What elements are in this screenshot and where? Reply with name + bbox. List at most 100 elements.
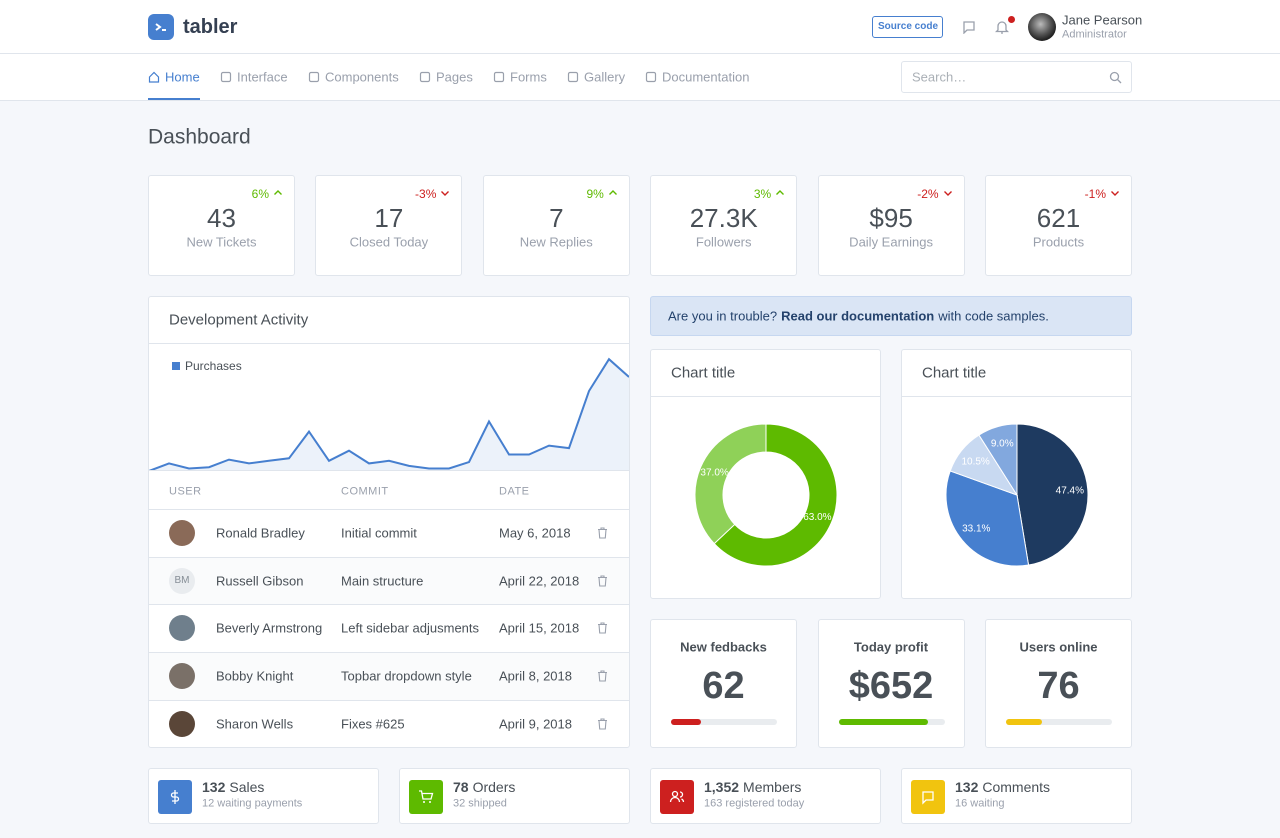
delete-icon[interactable] bbox=[597, 670, 608, 682]
stat-card bbox=[985, 175, 1132, 276]
commit-message: Topbar dropdown style bbox=[341, 668, 472, 684]
line bbox=[149, 357, 629, 471]
summary-icon-bg bbox=[409, 780, 443, 814]
summary-icon bbox=[922, 791, 934, 805]
nav-active-underline bbox=[148, 98, 200, 100]
icon-part bbox=[155, 23, 162, 31]
divider bbox=[902, 396, 1131, 397]
trend-chevron bbox=[608, 190, 617, 195]
commit-date: April 8, 2018 bbox=[499, 668, 572, 684]
header-bar bbox=[0, 0, 1280, 54]
divider bbox=[149, 470, 629, 471]
user-name: Ronald Bradley bbox=[216, 525, 305, 541]
summary-sub: 32 shipped bbox=[453, 797, 507, 810]
commit-date: April 22, 2018 bbox=[499, 573, 580, 589]
stat-card bbox=[817, 175, 965, 276]
trend-chevron bbox=[776, 190, 785, 195]
user-avatar[interactable] bbox=[1028, 13, 1056, 41]
search-input[interactable]: Search… bbox=[901, 61, 1132, 93]
icon-part bbox=[429, 801, 431, 803]
summary-sub: 12 waiting payments bbox=[202, 797, 303, 810]
icon-part bbox=[1109, 71, 1120, 82]
source-code-button[interactable]: Source code bbox=[872, 16, 943, 38]
icon-part bbox=[493, 71, 505, 83]
stat-label: Daily Earnings bbox=[849, 234, 934, 250]
trend-chevron bbox=[441, 191, 450, 196]
search-icon bbox=[1109, 71, 1122, 84]
summary-label: Orders bbox=[472, 779, 516, 795]
nav-icon bbox=[567, 71, 579, 83]
row-divider bbox=[149, 556, 629, 558]
row-divider bbox=[149, 652, 629, 654]
nav-item[interactable]: Home bbox=[165, 69, 200, 85]
summary-line: 78 Orders bbox=[453, 780, 515, 794]
user-name: Jane Pearson bbox=[1062, 12, 1143, 28]
alert: Are you in trouble? Read our documentatio… bbox=[650, 296, 1132, 336]
row-divider bbox=[149, 509, 629, 510]
stat-change: -2% bbox=[917, 187, 939, 201]
icon-part bbox=[423, 801, 425, 803]
nav-item[interactable]: Gallery bbox=[584, 69, 626, 85]
alert-link[interactable]: Read our documentation bbox=[781, 308, 935, 324]
summary-sub: 163 registered today bbox=[704, 797, 805, 810]
delete-icon[interactable] bbox=[597, 622, 608, 634]
line-chart bbox=[149, 357, 629, 471]
icon-part bbox=[608, 190, 617, 195]
icon-part bbox=[645, 71, 657, 83]
legend-label: Purchases bbox=[185, 359, 242, 373]
nav-item[interactable]: Documentation bbox=[662, 69, 750, 85]
stat-value: 621 bbox=[1036, 203, 1081, 233]
notification-dot bbox=[1008, 16, 1015, 23]
slice-label: 10.5% bbox=[961, 457, 989, 468]
stat-card bbox=[482, 175, 630, 276]
table-header: COMMIT bbox=[341, 485, 389, 498]
slice-label: 47.4% bbox=[1056, 485, 1084, 496]
summary-label: Members bbox=[743, 779, 802, 795]
icon-part bbox=[995, 21, 1009, 33]
summary-label: Sales bbox=[229, 779, 265, 795]
metric-card bbox=[985, 619, 1132, 748]
user-name: Sharon Wells bbox=[216, 716, 294, 732]
icon-part bbox=[1117, 79, 1122, 84]
nav-item[interactable]: Interface bbox=[237, 69, 288, 85]
messages-icon[interactable] bbox=[962, 20, 976, 34]
metric-value: $652 bbox=[848, 665, 934, 707]
summary-count: 132 bbox=[955, 779, 979, 795]
summary-count: 132 bbox=[202, 779, 226, 795]
progress-bar bbox=[1006, 719, 1043, 725]
icon-part bbox=[308, 71, 320, 83]
avatar-initials: BM bbox=[174, 574, 190, 586]
commit-message: Left sidebar adjusments bbox=[341, 620, 480, 636]
nav-item[interactable]: Components bbox=[325, 69, 399, 85]
nav-item[interactable]: Pages bbox=[436, 69, 473, 85]
trend-chevron bbox=[1111, 191, 1119, 196]
pie-slice bbox=[945, 470, 1030, 567]
commit-message: Initial commit bbox=[341, 525, 417, 541]
stat-label: Followers bbox=[695, 234, 752, 250]
alert-after: with code samples. bbox=[938, 308, 1049, 324]
icon-part bbox=[943, 191, 952, 196]
summary-icon-bg bbox=[911, 780, 945, 814]
summary-icon-bg bbox=[660, 780, 694, 814]
source-code-label: Source code bbox=[877, 21, 939, 32]
icon-part bbox=[170, 790, 180, 804]
stat-label: New Tickets bbox=[186, 234, 257, 250]
icon-part bbox=[274, 190, 282, 195]
nav-item[interactable]: Forms bbox=[510, 69, 547, 85]
slice-label: 33.1% bbox=[962, 524, 990, 535]
table-header: DATE bbox=[499, 485, 530, 498]
progress-bar bbox=[671, 719, 701, 725]
user-avatar bbox=[169, 710, 195, 737]
delete-icon[interactable] bbox=[597, 527, 608, 539]
user-name: Russell Gibson bbox=[216, 573, 304, 589]
nav-icon bbox=[220, 71, 232, 83]
user-avatar bbox=[169, 615, 195, 642]
stat-card bbox=[148, 175, 295, 276]
notifications-icon[interactable] bbox=[995, 19, 1009, 35]
user-name: Bobby Knight bbox=[216, 668, 294, 684]
delete-icon[interactable] bbox=[597, 718, 608, 730]
user-name: Beverly Armstrong bbox=[216, 620, 323, 636]
stat-value: 27.3K bbox=[689, 203, 758, 233]
stat-value: $95 bbox=[869, 203, 913, 233]
delete-icon[interactable] bbox=[597, 575, 608, 587]
